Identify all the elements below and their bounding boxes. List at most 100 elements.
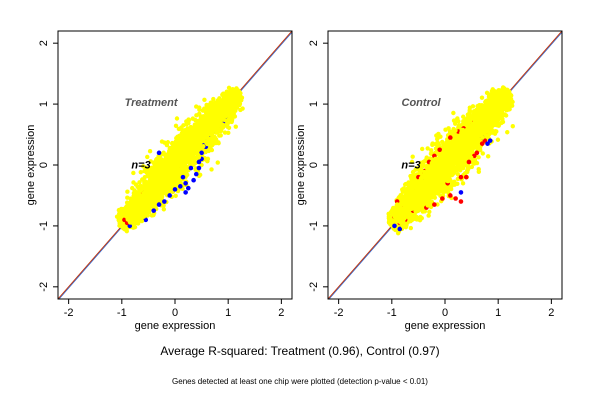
data-point	[142, 195, 148, 200]
data-point	[455, 116, 460, 121]
data-point	[231, 96, 236, 101]
data-point	[213, 102, 219, 107]
data-point	[194, 104, 199, 109]
data-point	[131, 180, 136, 185]
data-point	[202, 130, 207, 135]
data-point	[143, 217, 149, 223]
data-point	[143, 202, 149, 207]
data-point	[505, 130, 510, 135]
data-point	[202, 120, 207, 125]
data-point	[143, 179, 148, 184]
data-point	[185, 185, 191, 191]
data-point	[207, 141, 212, 146]
data-point	[173, 123, 179, 129]
data-point	[172, 187, 178, 192]
data-point	[199, 134, 205, 140]
data-point	[209, 147, 215, 153]
data-point	[197, 107, 202, 112]
data-point	[213, 140, 219, 146]
data-point	[125, 189, 130, 194]
p1-plot-area	[328, 31, 562, 299]
data-point	[224, 110, 230, 115]
data-point	[132, 190, 137, 196]
data-point	[165, 180, 171, 185]
data-point	[131, 170, 136, 176]
data-point	[215, 160, 220, 165]
data-point	[138, 169, 143, 175]
data-point	[160, 184, 166, 189]
data-point	[140, 210, 146, 215]
data-point	[177, 154, 182, 159]
data-point	[217, 133, 222, 138]
data-point	[197, 130, 202, 135]
data-point	[214, 128, 220, 133]
data-point	[148, 201, 154, 206]
y-tick-label: -2	[38, 282, 50, 292]
data-point	[210, 130, 215, 135]
data-point	[172, 148, 178, 154]
data-point	[205, 124, 210, 129]
data-point	[116, 207, 122, 213]
data-point	[154, 157, 159, 162]
data-point	[200, 124, 205, 129]
data-point	[222, 130, 228, 135]
data-point	[132, 211, 137, 217]
data-point	[197, 127, 202, 132]
data-point	[210, 138, 215, 143]
data-point	[188, 165, 194, 171]
data-point	[196, 155, 202, 160]
x-tick-label: 1	[225, 307, 231, 319]
data-point	[202, 139, 208, 144]
data-point	[162, 199, 167, 204]
data-point	[180, 162, 185, 167]
data-point	[183, 190, 188, 195]
data-point	[155, 183, 160, 189]
x-tick-label: -2	[64, 307, 74, 319]
data-point	[229, 108, 234, 113]
data-point	[156, 202, 162, 207]
data-point	[196, 165, 202, 171]
data-point	[138, 188, 144, 193]
data-point	[211, 115, 216, 120]
data-point	[155, 163, 161, 169]
data-point	[476, 167, 481, 172]
data-point	[163, 172, 169, 177]
data-point	[137, 180, 142, 185]
data-point	[154, 180, 160, 185]
data-point	[167, 153, 173, 158]
data-point	[130, 217, 135, 222]
data-point	[155, 194, 160, 199]
data-point	[175, 169, 180, 175]
data-point	[210, 126, 215, 131]
data-point	[201, 144, 206, 149]
data-point	[140, 206, 145, 212]
data-point	[225, 124, 230, 130]
data-point	[125, 195, 130, 200]
data-point	[139, 200, 145, 206]
data-point	[232, 99, 238, 105]
data-point	[170, 140, 175, 146]
series-bulk-overlay	[121, 92, 242, 227]
data-point	[205, 156, 211, 162]
data-point	[154, 173, 160, 178]
data-point	[137, 217, 142, 222]
data-point	[202, 97, 207, 103]
data-point	[181, 143, 186, 148]
data-point	[426, 213, 431, 218]
data-point	[474, 160, 480, 166]
data-point	[141, 164, 146, 169]
data-point	[133, 198, 138, 204]
data-point	[141, 214, 147, 219]
data-point	[123, 213, 128, 219]
data-point	[211, 96, 216, 102]
data-point	[180, 174, 186, 180]
data-point	[191, 145, 196, 150]
y-tick-label: 0	[38, 162, 50, 168]
data-point	[161, 207, 167, 212]
data-point	[138, 194, 144, 199]
data-point	[178, 151, 183, 156]
data-point	[201, 106, 207, 111]
data-point	[174, 161, 180, 166]
data-point	[238, 107, 243, 113]
